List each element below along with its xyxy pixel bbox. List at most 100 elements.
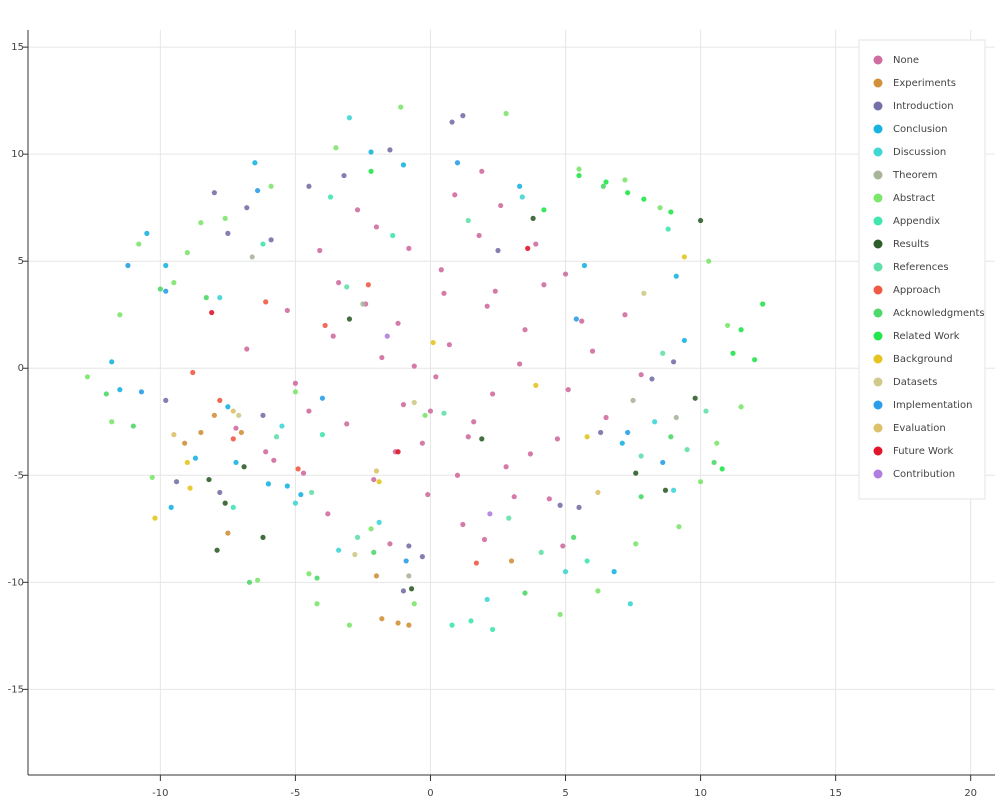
scatter-point <box>182 440 188 446</box>
y-tick-label: 10 <box>11 149 24 160</box>
scatter-point <box>157 286 163 292</box>
scatter-point <box>314 601 320 607</box>
scatter-point <box>489 391 496 397</box>
legend-marker <box>873 216 883 226</box>
scatter-point <box>346 316 353 322</box>
legend-label: Appendix <box>893 216 940 227</box>
scatter-point <box>670 487 677 493</box>
scatter-point <box>649 376 655 382</box>
scatter-point <box>468 618 474 624</box>
scatter-point <box>222 500 228 506</box>
scatter-point <box>373 468 380 474</box>
scatter-point <box>476 232 482 239</box>
scatter-point <box>325 511 331 517</box>
scatter-point <box>284 307 290 314</box>
scatter-point <box>560 543 566 549</box>
legend-marker <box>873 308 883 318</box>
y-tick-label: -5 <box>14 470 24 481</box>
x-tick-label: -5 <box>290 788 300 799</box>
scatter-point <box>517 183 523 189</box>
scatter-point <box>376 479 382 485</box>
scatter-point <box>760 301 766 307</box>
scatter-point <box>225 530 231 536</box>
scatter-point <box>506 515 512 521</box>
scatter-point <box>411 399 417 406</box>
scatter-point <box>322 322 328 329</box>
scatter-point <box>395 449 401 455</box>
scatter-point <box>425 491 431 498</box>
scatter-point <box>211 412 217 418</box>
scatter-point <box>562 569 569 575</box>
scatter-point <box>638 372 644 378</box>
scatter-point <box>336 280 342 286</box>
scatter-point <box>230 408 236 414</box>
scatter-point <box>330 333 336 339</box>
scatter-point <box>622 312 628 318</box>
scatter-point <box>292 389 299 395</box>
scatter-point <box>600 183 606 189</box>
legend-label: None <box>893 55 919 66</box>
scatter-point <box>697 217 704 224</box>
scatter-point <box>611 569 617 575</box>
legend-marker <box>873 78 883 88</box>
scatter-point <box>573 316 579 322</box>
legend-label: Abstract <box>893 193 935 204</box>
scatter-point <box>233 425 239 431</box>
scatter-point <box>198 220 204 226</box>
scatter-point <box>557 502 563 508</box>
scatter-point <box>557 611 563 618</box>
scatter-point <box>368 168 374 174</box>
scatter-point <box>400 588 407 594</box>
scatter-point <box>371 476 377 483</box>
scatter-point <box>441 290 447 296</box>
scatter-point <box>711 459 717 466</box>
scatter-point <box>627 601 633 607</box>
legend-marker <box>873 331 883 341</box>
scatter-point <box>273 434 280 440</box>
scatter-point <box>317 247 323 254</box>
scatter-point <box>387 541 393 547</box>
x-tick-label: 20 <box>964 788 977 799</box>
scatter-point <box>673 414 679 421</box>
scatter-point <box>584 434 590 440</box>
scatter-point <box>144 230 150 236</box>
legend: None Experiments Introduction Conclusion Dis… <box>858 39 986 500</box>
scatter-point <box>292 380 299 386</box>
scatter-point <box>279 423 285 429</box>
scatter-point <box>433 374 439 380</box>
scatter-point <box>576 172 582 179</box>
scatter-point <box>498 202 504 209</box>
scatter-point <box>533 241 539 247</box>
scatter-point <box>465 217 471 224</box>
scatter-point <box>517 361 523 367</box>
scatter-point <box>676 524 682 530</box>
scatter-point <box>319 432 326 438</box>
y-tick-label: -15 <box>8 684 24 695</box>
scatter-point <box>438 267 444 273</box>
legend-label: Datasets <box>893 377 937 388</box>
scatter-point <box>503 464 509 470</box>
scatter-point <box>354 207 361 213</box>
scatter-point <box>487 511 493 517</box>
legend-label: Approach <box>893 285 941 296</box>
scatter-point <box>565 387 571 393</box>
scatter-point <box>546 496 552 502</box>
scatter-point <box>408 586 415 592</box>
scatter-point <box>171 280 177 286</box>
scatter-point <box>260 241 266 247</box>
grid <box>28 30 995 775</box>
scatter-point <box>406 573 412 579</box>
scatter-point <box>411 601 417 607</box>
scatter-point <box>603 414 609 421</box>
legend-marker <box>873 262 883 272</box>
scatter-point <box>130 423 136 429</box>
scatter-point <box>163 397 169 403</box>
scatter-point <box>117 387 123 393</box>
scatter-point <box>395 320 401 326</box>
legend-label: References <box>893 262 949 273</box>
scatter-point <box>400 162 407 168</box>
scatter-point <box>681 254 687 260</box>
scatter-point <box>503 110 509 117</box>
scatter-point <box>454 472 461 478</box>
scatter-point <box>581 262 588 269</box>
